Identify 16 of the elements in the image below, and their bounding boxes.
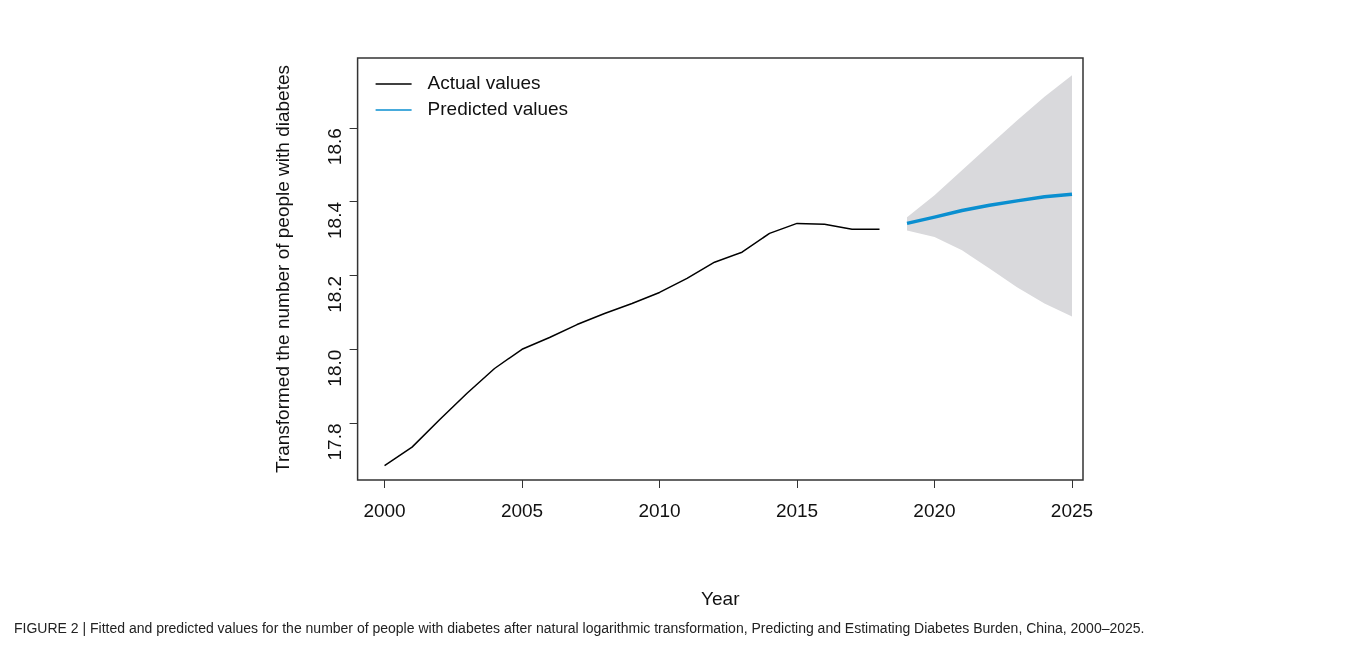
x-tick-label: 2025 [1050,499,1094,521]
x-tick-label: 2000 [363,499,406,521]
x-tick-label: 2020 [913,499,956,521]
y-tick-label: 17.8 [323,423,345,461]
x-tick-label: 2010 [638,499,681,521]
x-axis-title: Year [701,587,741,609]
y-axis-title: Transformed the number of people with diabetes [271,64,293,474]
caption: FIGURE 2 | Fitted and predicted values for the number of people with diabetes after natural logarithmic transformation, Predicting and Estimating Diabetes Burden, China, 2000–2025. [14,619,1146,638]
x-tick-label: 2005 [500,499,544,521]
y-tick-label: 18.4 [323,201,345,239]
x-tick-label: 2015 [775,499,819,521]
legend-label: Predicted values [427,98,569,120]
y-tick-label: 18.2 [323,275,345,313]
y-tick-label: 18.6 [323,128,345,166]
y-tick-label: 18.0 [323,349,345,387]
legend-label: Actual values [427,72,541,94]
